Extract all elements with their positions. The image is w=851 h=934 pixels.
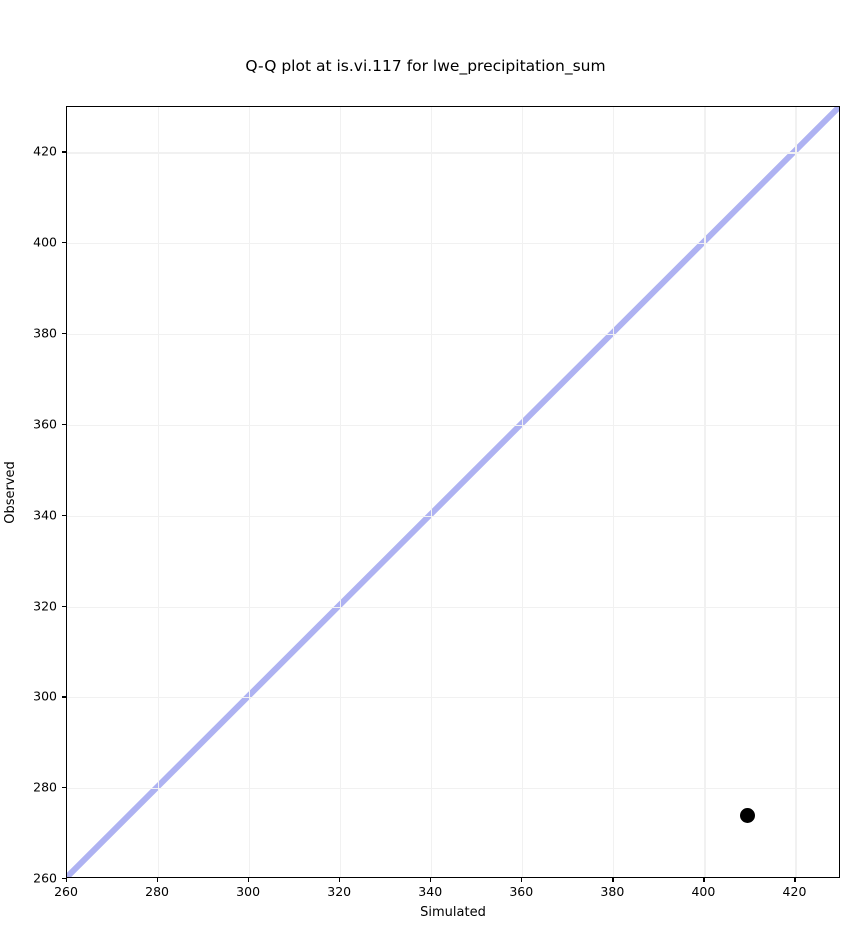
y-tick-label: 280 (33, 779, 57, 795)
y-gridline (67, 243, 839, 245)
y-tick-mark (62, 514, 66, 516)
y-tick-mark (62, 242, 66, 244)
y-tick-mark (62, 423, 66, 426)
one-to-one-reference-line (67, 107, 839, 877)
x-tick-mark (248, 878, 250, 882)
y-gridline (67, 606, 839, 608)
x-tick-label: 420 (782, 884, 807, 899)
x-tick-label: 260 (54, 884, 78, 899)
y-axis-label-text: Observed (2, 460, 18, 524)
x-tick-mark (339, 878, 341, 882)
x-gridline (431, 107, 433, 877)
y-tick-mark (62, 333, 66, 335)
y-tick-label: 300 (33, 688, 57, 704)
y-axis-label: Observed (0, 106, 20, 878)
y-tick-label: 420 (33, 143, 57, 159)
chart-title-line-1: Q-Q plot at is.vi.117 for lwe_precipitat… (245, 57, 606, 75)
y-gridline (67, 515, 839, 517)
y-gridline (67, 788, 839, 790)
scatter-data-point (740, 807, 756, 823)
y-tick-mark (62, 151, 66, 153)
y-gridline (67, 697, 839, 699)
x-gridline (340, 107, 342, 877)
y-tick-mark (62, 787, 66, 789)
x-tick-label: 400 (691, 884, 716, 899)
x-tick-label: 300 (236, 884, 261, 899)
y-tick-label: 320 (33, 598, 57, 614)
y-gridline (67, 334, 839, 336)
x-gridline (522, 107, 524, 877)
x-tick-mark (612, 878, 614, 882)
x-gridline (249, 107, 251, 877)
y-tick-label: 380 (33, 325, 57, 341)
y-tick-label: 400 (33, 234, 57, 250)
x-tick-label: 340 (418, 884, 443, 899)
y-tick-mark (62, 878, 66, 880)
y-tick-mark (62, 696, 66, 698)
x-tick-mark (430, 878, 432, 882)
x-axis-label: Simulated (420, 905, 486, 920)
x-gridline (795, 107, 797, 877)
x-gridline (704, 107, 706, 877)
x-tick-mark (157, 878, 159, 882)
y-tick-mark (62, 605, 66, 607)
x-tick-mark (794, 878, 796, 882)
y-gridline (67, 424, 839, 426)
y-tick-label: 260 (33, 870, 57, 886)
x-tick-label: 320 (327, 884, 352, 899)
y-tick-label: 360 (33, 416, 57, 432)
x-gridline (158, 107, 160, 877)
x-tick-mark (521, 878, 523, 882)
plot-area (66, 106, 840, 878)
y-gridline (67, 152, 839, 154)
x-tick-label: 280 (145, 884, 169, 899)
x-tick-mark (703, 878, 705, 882)
y-tick-label: 340 (33, 507, 57, 523)
x-tick-label: 380 (600, 884, 625, 899)
x-tick-label: 360 (509, 884, 534, 899)
x-gridline (613, 107, 615, 877)
x-tick-mark (66, 878, 68, 882)
